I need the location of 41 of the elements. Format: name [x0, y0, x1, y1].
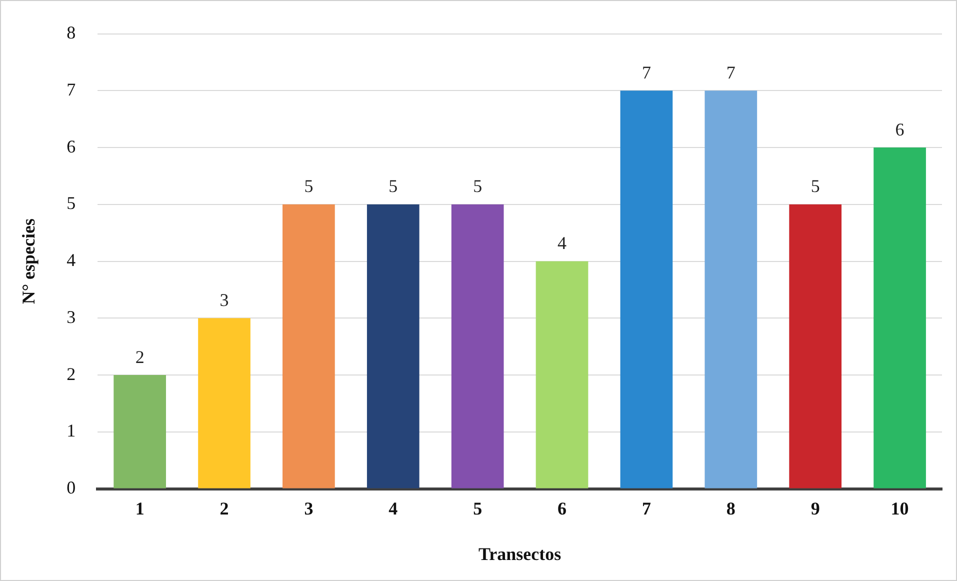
bar	[874, 148, 926, 488]
x-tick-label: 1	[135, 498, 144, 518]
data-label: 4	[558, 233, 567, 254]
bar	[198, 318, 250, 488]
data-label: 5	[810, 176, 820, 196]
y-tick-label: 3	[66, 306, 76, 327]
y-tick-label: 7	[66, 79, 76, 100]
y-tick-label: 5	[66, 193, 76, 214]
bar	[282, 204, 335, 488]
bar	[620, 90, 673, 488]
x-tick-label: 5	[473, 498, 482, 518]
data-label: 5	[304, 176, 314, 196]
data-label: 5	[388, 176, 398, 196]
bar	[536, 261, 588, 488]
bar	[366, 204, 420, 488]
data-label: 2	[135, 346, 144, 367]
y-tick-label: 8	[66, 22, 76, 43]
bar	[704, 90, 758, 488]
x-tick-label: 2	[220, 498, 229, 518]
data-label: 3	[220, 290, 229, 310]
y-tick-label: 6	[66, 136, 76, 156]
bar	[114, 375, 166, 488]
x-tick-label: 6	[558, 498, 567, 518]
y-axis-title: N° especies	[18, 218, 38, 304]
y-tick-label: 1	[66, 420, 76, 441]
x-tick-label: 4	[388, 498, 398, 518]
x-tick-label: 3	[304, 498, 314, 518]
data-label: 5	[473, 176, 482, 196]
data-label: 7	[726, 62, 736, 82]
x-tick-label: 10	[890, 498, 909, 518]
y-tick-label: 2	[66, 364, 76, 384]
x-axis-title: Transectos	[478, 544, 562, 564]
bar	[789, 204, 842, 488]
data-label: 6	[895, 119, 904, 140]
bar	[451, 204, 504, 488]
y-tick-label: 4	[66, 250, 76, 270]
x-tick-label: 8	[726, 498, 736, 518]
y-tick-label: 0	[66, 478, 76, 498]
data-label: 7	[642, 62, 651, 82]
x-tick-label: 7	[642, 498, 651, 518]
x-tick-label: 9	[810, 498, 820, 518]
